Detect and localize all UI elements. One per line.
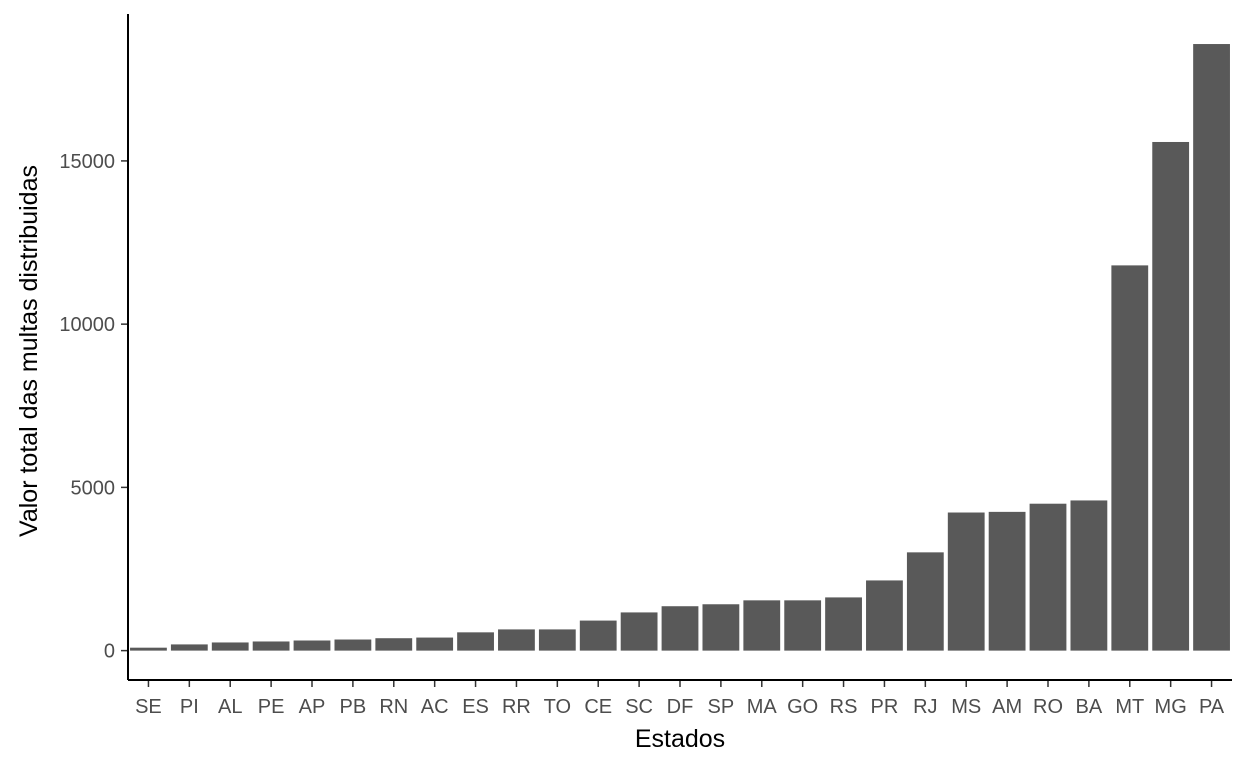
bar-ma [743,600,781,651]
x-tick-label: TO [544,696,571,718]
x-tick-label: PE [258,696,285,718]
x-tick-label: RS [830,696,858,718]
x-tick-label: AM [992,696,1022,718]
bar-pr [866,580,903,651]
y-axis-title: Valor total das multas distribuidas [15,165,43,537]
y-tick-label: 10000 [59,314,115,336]
bar-ce [579,620,617,651]
x-tick-label: AC [421,696,449,718]
y-axis-ticks: 0 5000 10000 15000 [59,151,128,663]
x-tick-label: SP [708,696,735,718]
x-tick-label: RN [379,696,408,718]
x-tick-label: MS [951,696,981,718]
x-tick-label: PA [1199,696,1225,718]
y-tick-label: 15000 [59,151,115,173]
bar-ap [293,640,331,651]
bar-sp [702,604,740,651]
x-axis-ticks: SE PI AL PE AP PB RN AC ES RR TO CE SC DF SP MA GO RS PR RJ… [135,680,1225,718]
bar-mt [1111,265,1149,651]
x-tick-label: RO [1033,696,1063,718]
x-tick-label: SC [625,696,653,718]
bar-to [538,629,576,651]
bar-ms [947,512,985,651]
x-tick-label: PR [871,696,899,718]
x-tick-label: AL [218,696,242,718]
x-tick-label: BA [1076,696,1103,718]
bar-rj [906,552,944,651]
x-tick-label: PB [340,696,367,718]
bar-mg [1152,141,1190,651]
bar-am [988,511,1026,651]
x-tick-label: MG [1155,696,1187,718]
x-tick-label: RJ [913,696,937,718]
bar-go [784,600,822,651]
bar-pi [170,644,208,651]
x-tick-label: MT [1115,696,1144,718]
bar-rn [375,638,413,651]
x-tick-label: PI [180,696,199,718]
y-tick-label: 0 [104,641,115,663]
bar-sc [620,612,658,651]
x-tick-label: GO [787,696,818,718]
bar-df [661,606,699,651]
bar-pb [334,639,372,651]
bar-pa [1193,44,1230,651]
bar-es [457,632,494,651]
bars-group [130,44,1230,651]
x-tick-label: RR [502,696,531,718]
bar-rr [498,629,535,651]
bar-al [211,642,249,651]
bar-pe [252,641,290,651]
x-axis-title: Estados [635,725,725,753]
bar-rs [825,597,862,651]
bar-se [130,647,167,651]
x-tick-label: DF [667,696,694,718]
bar-ac [416,637,454,651]
bar-ro [1029,503,1067,651]
x-tick-label: AP [299,696,326,718]
y-tick-label: 5000 [71,477,116,499]
x-tick-label: ES [462,696,489,718]
x-tick-label: CE [584,696,612,718]
x-tick-label: SE [135,696,162,718]
bar-ba [1070,500,1108,651]
x-tick-label: MA [747,696,778,718]
